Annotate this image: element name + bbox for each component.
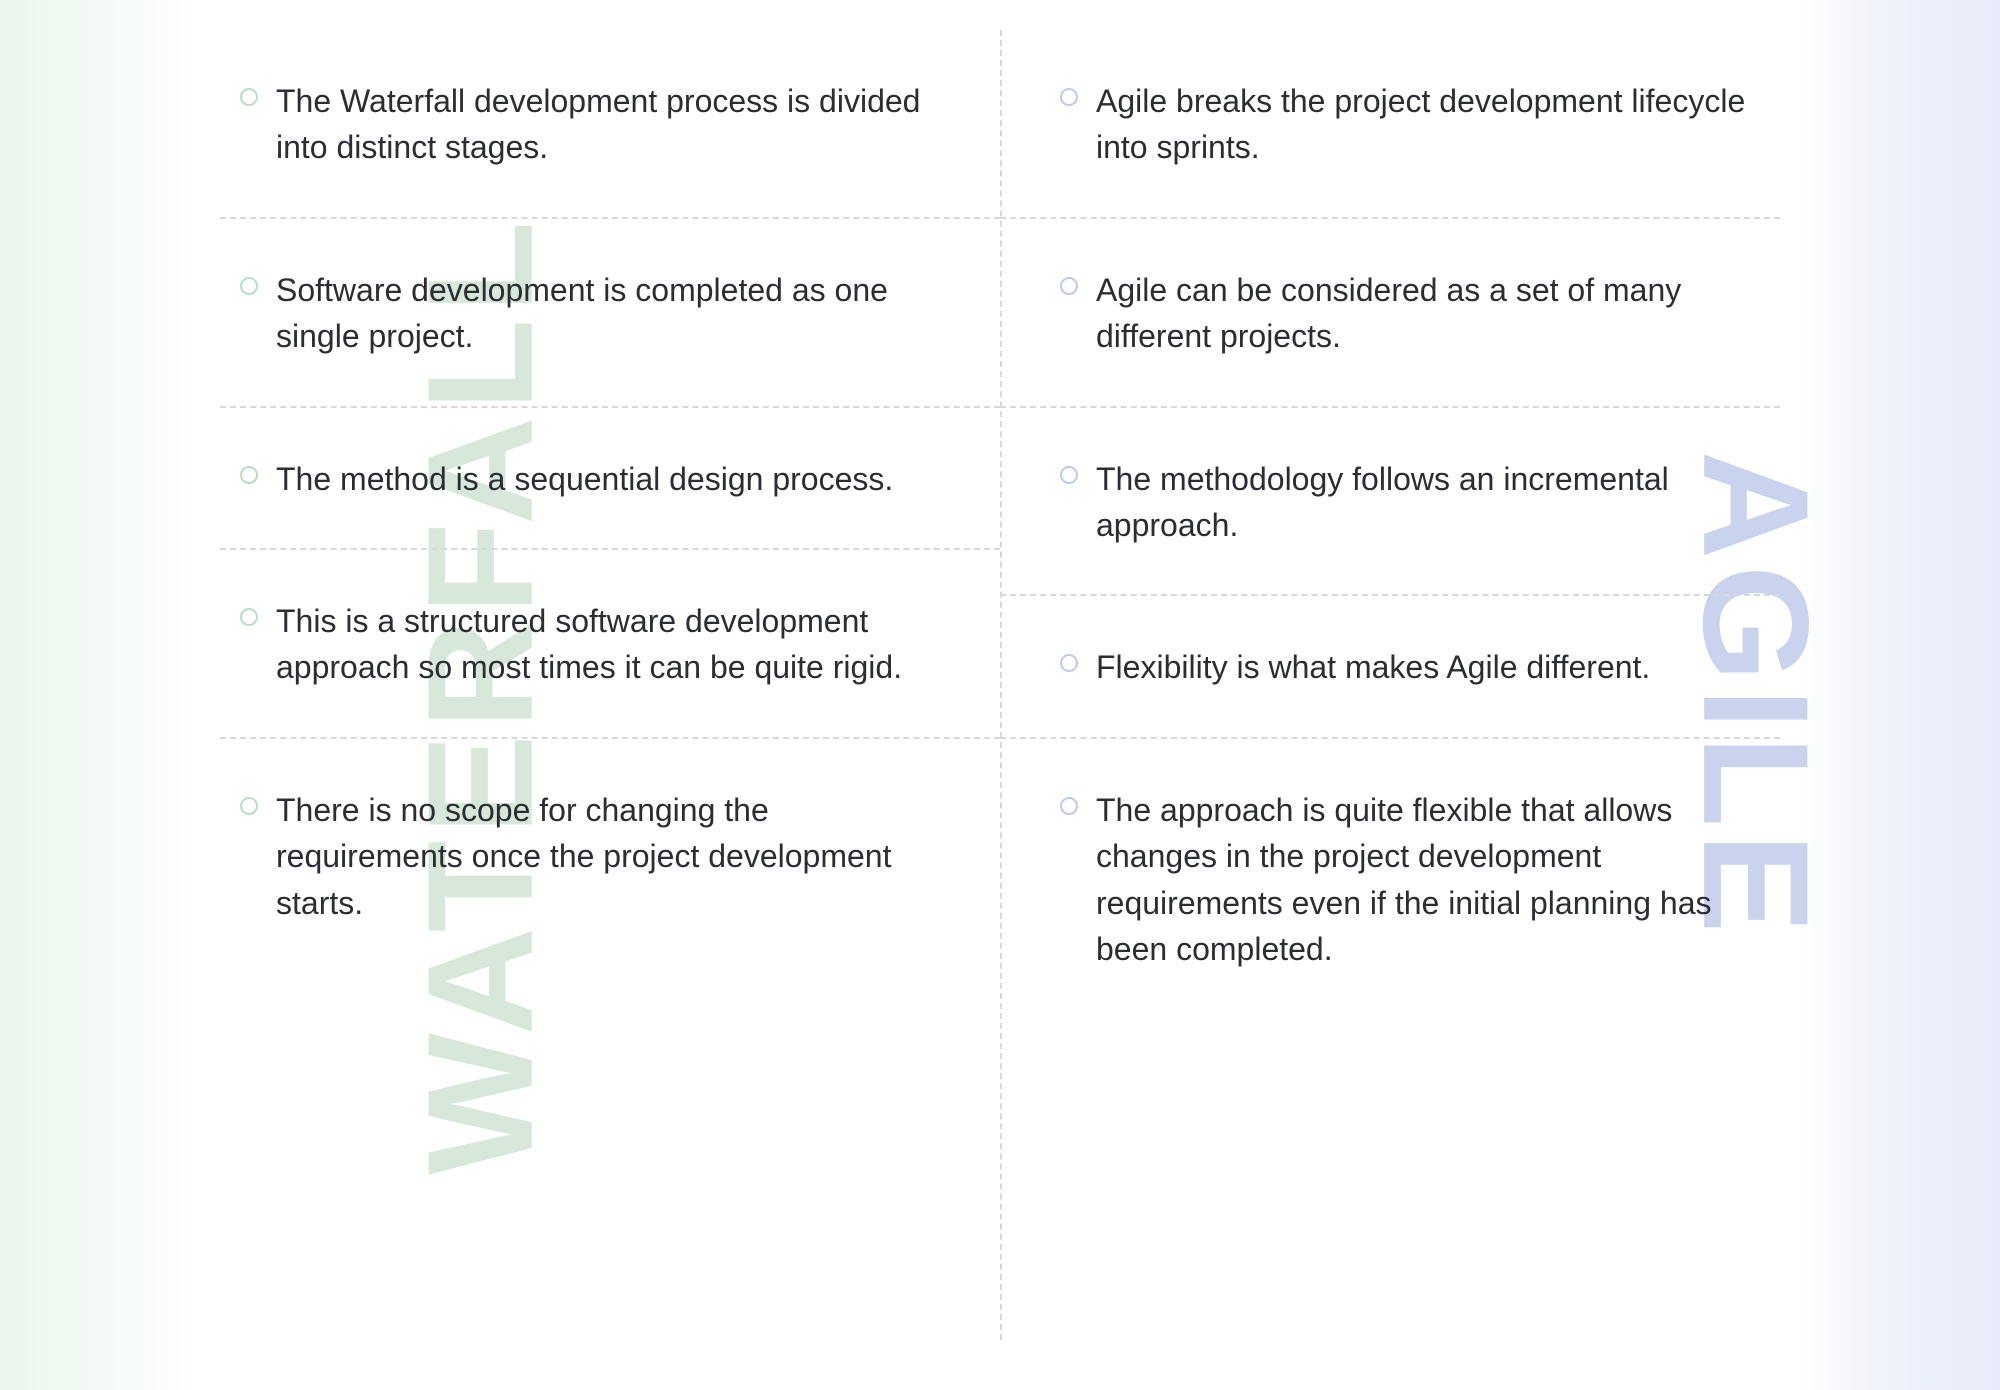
bullet-icon <box>1060 466 1078 484</box>
list-item: Agile breaks the project development lif… <box>1000 30 1780 219</box>
comparison-content: The Waterfall development process is div… <box>0 0 2000 1390</box>
bullet-icon <box>240 466 258 484</box>
list-item: The methodology follows an incremental a… <box>1000 408 1780 597</box>
list-item: The Waterfall development process is div… <box>220 30 1000 219</box>
waterfall-item-text: This is a structured software developmen… <box>276 598 960 691</box>
waterfall-item-text: The Waterfall development process is div… <box>276 78 960 171</box>
bullet-icon <box>1060 797 1078 815</box>
list-item: The method is a sequential design proces… <box>220 408 1000 550</box>
center-vertical-divider <box>1000 30 1002 1340</box>
waterfall-item-text: Software development is completed as one… <box>276 267 960 360</box>
bullet-icon <box>1060 654 1078 672</box>
waterfall-item-text: The method is a sequential design proces… <box>276 456 893 502</box>
agile-item-text: Agile breaks the project development lif… <box>1096 78 1760 171</box>
bullet-icon <box>240 277 258 295</box>
agile-item-text: The methodology follows an incremental a… <box>1096 456 1760 549</box>
bullet-icon <box>240 608 258 626</box>
bullet-icon <box>240 88 258 106</box>
list-item: Agile can be considered as a set of many… <box>1000 219 1780 408</box>
agile-item-text: The approach is quite flexible that allo… <box>1096 787 1760 973</box>
bullet-icon <box>1060 88 1078 106</box>
waterfall-item-text: There is no scope for changing the requi… <box>276 787 960 926</box>
list-item: Flexibility is what makes Agile differen… <box>1000 596 1780 738</box>
list-item: There is no scope for changing the requi… <box>220 739 1000 974</box>
list-item: Software development is completed as one… <box>220 219 1000 408</box>
waterfall-column: The Waterfall development process is div… <box>220 30 1000 1340</box>
bullet-icon <box>1060 277 1078 295</box>
agile-column: Agile breaks the project development lif… <box>1000 30 1780 1340</box>
comparison-columns: The Waterfall development process is div… <box>220 30 1780 1340</box>
bullet-icon <box>240 797 258 815</box>
list-item: The approach is quite flexible that allo… <box>1000 739 1780 1021</box>
agile-item-text: Agile can be considered as a set of many… <box>1096 267 1760 360</box>
agile-item-text: Flexibility is what makes Agile differen… <box>1096 644 1650 690</box>
list-item: This is a structured software developmen… <box>220 550 1000 739</box>
